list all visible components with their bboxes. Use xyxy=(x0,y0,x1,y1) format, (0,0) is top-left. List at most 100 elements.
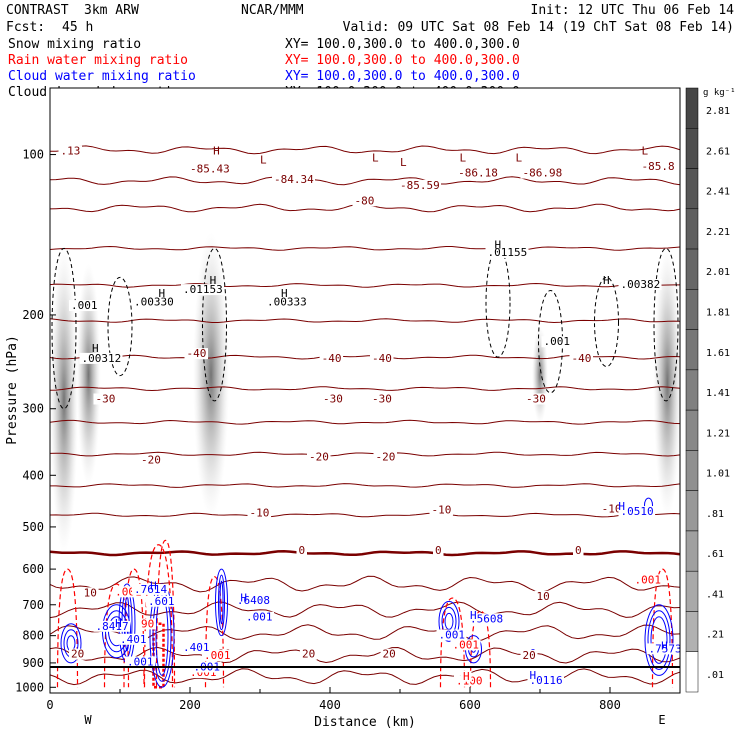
x-tick-label: 200 xyxy=(179,698,201,712)
temperature-label: -85.8 xyxy=(642,160,675,173)
x-end-label-west: W xyxy=(84,713,92,727)
temperature-label: -30 xyxy=(526,392,546,405)
temperature-label: 0 xyxy=(575,544,582,557)
cloud-water-label: .601 xyxy=(148,595,175,608)
low-marker: L xyxy=(460,151,467,164)
cloud-water-label: .001 xyxy=(127,655,154,668)
low-marker: L xyxy=(400,156,407,169)
snow-label-bg xyxy=(132,296,175,308)
temperature-label: 0 xyxy=(435,544,442,557)
colorbar-cell xyxy=(685,611,699,652)
temperature-contour xyxy=(50,483,680,488)
temperature-label-bg xyxy=(296,544,307,556)
temperature-label-bg xyxy=(139,454,163,466)
cloud-water-label-bg xyxy=(118,633,148,645)
temperature-contour xyxy=(50,624,680,642)
cloud-water-label-bg xyxy=(646,643,680,655)
temperature-label: 0 xyxy=(299,544,306,557)
colorbar-label: 1.21 xyxy=(706,428,730,439)
snow-label: .00333 xyxy=(267,295,307,308)
field-name: Cloud water mixing ratio xyxy=(8,69,196,84)
high-marker: H xyxy=(495,238,502,251)
high-marker: H xyxy=(618,500,625,513)
colorbar-cell xyxy=(685,87,699,129)
cloud-water-contour xyxy=(218,574,225,631)
snow-label-bg xyxy=(69,300,99,312)
cloud-water-label: .0116 xyxy=(530,674,563,687)
colorbar-cell xyxy=(685,369,699,411)
field-xy: XY= 100.0,300.0 to 400.0,300.0 xyxy=(285,53,520,68)
snow-label-bg xyxy=(79,352,123,364)
temperature-contours xyxy=(50,145,680,686)
cloud-water-label: .001 xyxy=(439,629,466,642)
y-tick-label: 500 xyxy=(22,520,44,534)
rain-contour xyxy=(204,576,225,688)
temperature-label-bg xyxy=(569,352,593,364)
rain-label-bg xyxy=(202,650,232,662)
temperature-label-bg xyxy=(520,167,564,179)
snow-label: .001 xyxy=(544,335,571,348)
header-model: 3km ARW xyxy=(84,3,139,18)
temperature-label-bg xyxy=(319,352,344,364)
temperature-label: 20 xyxy=(523,649,536,662)
colorbar-cell xyxy=(685,450,699,491)
y-tick-label: 1000 xyxy=(15,680,44,694)
cloud-water-label: .7573 xyxy=(649,642,682,655)
colorbar-unit: g kg⁻¹ xyxy=(703,88,736,98)
temperature-label: -30 xyxy=(372,392,392,405)
temperature-label-bg xyxy=(307,451,331,463)
temperature-label-bg xyxy=(300,648,317,660)
temperature-label: -10 xyxy=(250,507,270,520)
cloud-water-label-bg xyxy=(125,656,155,668)
rain-label: .001 xyxy=(453,638,480,651)
colorbar-cell xyxy=(685,530,699,572)
contour-labels: -85.43 -84.34 -80 -85.59 -86.18 -86.98 -85.8 -4… xyxy=(58,145,682,687)
temperature-label-bg xyxy=(520,650,538,662)
low-marker: L xyxy=(372,151,379,164)
colorbar-label: 1.81 xyxy=(706,308,730,319)
ice-label: .13 xyxy=(61,145,81,158)
rain-label-bg xyxy=(461,670,472,682)
temperature-label-bg xyxy=(370,352,394,364)
colorbar-cell xyxy=(685,248,699,290)
colorbar-label: 1.01 xyxy=(706,469,730,480)
temperature-label: 20 xyxy=(71,648,84,661)
temperature-contour xyxy=(50,282,680,288)
cloud-water-label-bg xyxy=(146,595,176,607)
temperature-label: -10 xyxy=(602,503,622,516)
temperature-label-bg xyxy=(573,544,584,556)
temperature-contour xyxy=(50,245,680,251)
snow-label-bg xyxy=(181,284,224,296)
temperature-label: -86.18 xyxy=(458,167,498,180)
high-marker: H xyxy=(240,591,247,604)
high-marker: H xyxy=(661,640,668,653)
low-marker: L xyxy=(642,145,649,158)
snow-label-bg xyxy=(618,278,662,290)
field-xy: XY= 100.0,300.0 to 400.0,300.0 xyxy=(285,37,520,52)
colorbar: 2.81 2.61 2.41 2.21 2.01 1.81 1.61 1.41 1.21 1.01… xyxy=(685,87,736,693)
colorbar-cell xyxy=(685,128,699,169)
colorbar-label: 2.01 xyxy=(706,267,730,278)
temperature-label: 10 xyxy=(537,590,550,603)
high-marker: H xyxy=(213,145,220,158)
high-marker: H xyxy=(603,274,610,287)
cloud-water-label: .001 xyxy=(246,611,273,624)
temperature-contour xyxy=(50,646,680,664)
cloud-water-label-bg xyxy=(93,620,130,632)
cloud-water-label: .401 xyxy=(183,641,210,654)
high-marker: H xyxy=(115,617,122,630)
temperature-label: -85.43 xyxy=(190,162,230,175)
colorbar-cell xyxy=(685,570,699,612)
cloud-water-label-bg xyxy=(468,613,505,625)
snow-shade xyxy=(50,248,78,554)
cloud-water-label-bg xyxy=(436,629,467,641)
rain-label: .001 xyxy=(635,573,662,586)
snow-contour xyxy=(202,247,227,402)
x-tick-label: 0 xyxy=(46,698,53,712)
temperature-contour xyxy=(50,176,680,186)
colorbar-cell xyxy=(685,168,699,210)
cloud-water-label-bg xyxy=(181,642,211,654)
low-marker: L xyxy=(516,151,523,164)
snow-label-bg xyxy=(485,246,529,258)
low-marker: L xyxy=(260,154,267,167)
